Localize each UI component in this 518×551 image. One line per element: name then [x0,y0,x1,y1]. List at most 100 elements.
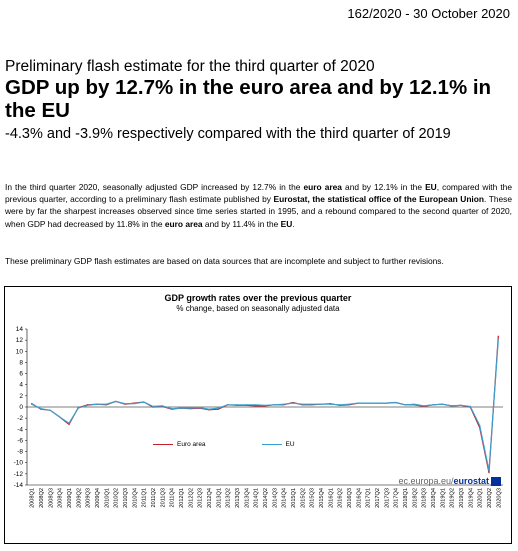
data-point [152,405,154,408]
x-tick-label: 2015Q1 [291,488,297,508]
y-tick-label: -12 [14,471,24,478]
x-tick-label: 2009Q1 [67,488,73,508]
y-tick-label: 10 [16,348,24,355]
x-tick-label: 2008Q1 [30,488,36,508]
data-point [245,404,247,406]
data-point [59,416,61,418]
paragraph-run: EU [280,218,293,229]
data-point [367,402,369,404]
y-tick-label: 4 [19,382,23,389]
legend-swatch-eu [261,443,282,446]
x-tick-label: 2013Q3 [235,488,241,508]
paragraph-run: Eurostat, the statistical office of the … [273,194,485,205]
x-tick-label: 2019Q2 [450,488,456,508]
chart-title: GDP growth rates over the previous quart… [164,293,352,303]
x-tick-label: 2011Q2 [151,488,157,508]
legend-label-euro-area: Euro area [177,441,206,448]
x-tick-label: 2016Q4 [356,488,362,508]
data-point [180,407,182,409]
x-tick-label: 2018Q1 [403,488,409,508]
y-tick-label: -8 [17,449,23,456]
x-tick-label: 2018Q4 [431,488,437,508]
x-tick-label: 2019Q4 [468,488,474,508]
data-point [432,404,434,406]
data-point [469,405,471,408]
data-point [227,404,229,406]
y-tick-label: -4 [17,426,23,433]
data-point [283,403,285,405]
x-tick-label: 2010Q4 [132,488,138,508]
x-tick-label: 2020Q3 [496,488,502,508]
x-tick-label: 2019Q3 [459,488,465,508]
data-point [488,472,490,474]
x-tick-label: 2011Q3 [160,488,166,508]
data-point [479,424,481,426]
x-tick-label: 2013Q1 [216,488,222,508]
data-point [320,403,322,405]
x-tick-label: 2012Q3 [198,488,204,508]
paragraph-run: euro area [164,218,203,229]
x-tick-label: 2011Q4 [170,488,176,508]
x-tick-label: 2012Q4 [207,488,213,508]
x-tick-label: 2008Q2 [39,488,45,508]
legend-swatch-euro-area [153,443,173,446]
data-point [311,403,313,405]
legend-item-eu: EU [261,441,295,448]
x-tick-label: 2014Q4 [282,488,288,508]
data-point [49,409,51,411]
data-point [376,402,378,404]
x-tick-label: 2014Q2 [263,488,269,508]
data-point [264,404,266,406]
y-tick-label: -10 [14,460,24,467]
x-tick-label: 2018Q3 [422,488,428,508]
y-tick-label: 6 [19,371,23,378]
y-tick-label: 14 [16,326,24,333]
data-point [217,407,219,409]
x-tick-label: 2017Q3 [384,488,390,508]
chart-legend: Euro area EU [153,441,345,448]
data-point [301,403,303,405]
y-tick-label: -2 [17,415,23,422]
x-tick-label: 2012Q2 [188,488,194,508]
data-point [217,408,219,410]
y-tick-label: 8 [19,359,23,366]
x-tick-label: 2019Q1 [440,488,446,508]
eu-flag-icon [491,477,501,486]
x-tick-label: 2016Q2 [338,488,344,508]
paragraph-run: , compared with the previous quarter, ac… [5,182,512,205]
data-point [40,408,42,410]
data-point [105,403,107,405]
data-point [348,403,350,405]
x-tick-label: 2015Q4 [319,488,325,508]
x-tick-label: 2008Q3 [48,488,54,508]
x-tick-label: 2009Q2 [76,488,82,508]
x-tick-label: 2015Q2 [300,488,306,508]
data-point [497,338,499,341]
x-tick-label: 2014Q1 [254,488,260,508]
data-point [339,404,341,406]
chart-plot: 14 12 10 8 6 4 2 0 -2 -4 -6 -8 -10 -12 -14 2008Q1 2008Q2… [14,326,503,508]
x-tick-label: 2010Q1 [104,488,110,508]
disclaimer-paragraph: These preliminary GDP flash estimates ar… [5,256,444,266]
chart-subtitle: % change, based on seasonally adjusted d… [176,304,340,313]
paragraph-run: . [292,218,295,229]
data-point [199,406,201,409]
data-point [161,405,163,407]
data-point [208,408,210,410]
headline: GDP up by 12.7% in the euro area and by … [5,76,492,122]
data-point [329,403,331,405]
paragraph-run: In the third quarter 2020, seasonally ad… [5,182,304,192]
y-tick-label: 2 [19,393,23,400]
data-point [357,402,359,404]
x-tick-label: 2014Q3 [272,488,278,508]
data-point [96,403,98,405]
data-point [451,405,453,407]
paragraph-run: . These were by far the sharpest increas… [5,194,513,229]
data-point [460,404,462,406]
source-brand: eurostat [453,476,489,486]
data-point [171,408,173,410]
data-point [385,402,387,404]
x-tick-label: 2008Q4 [58,488,64,508]
release-reference: 162/2020 - 30 October 2020 [347,6,510,21]
data-point [273,404,275,406]
